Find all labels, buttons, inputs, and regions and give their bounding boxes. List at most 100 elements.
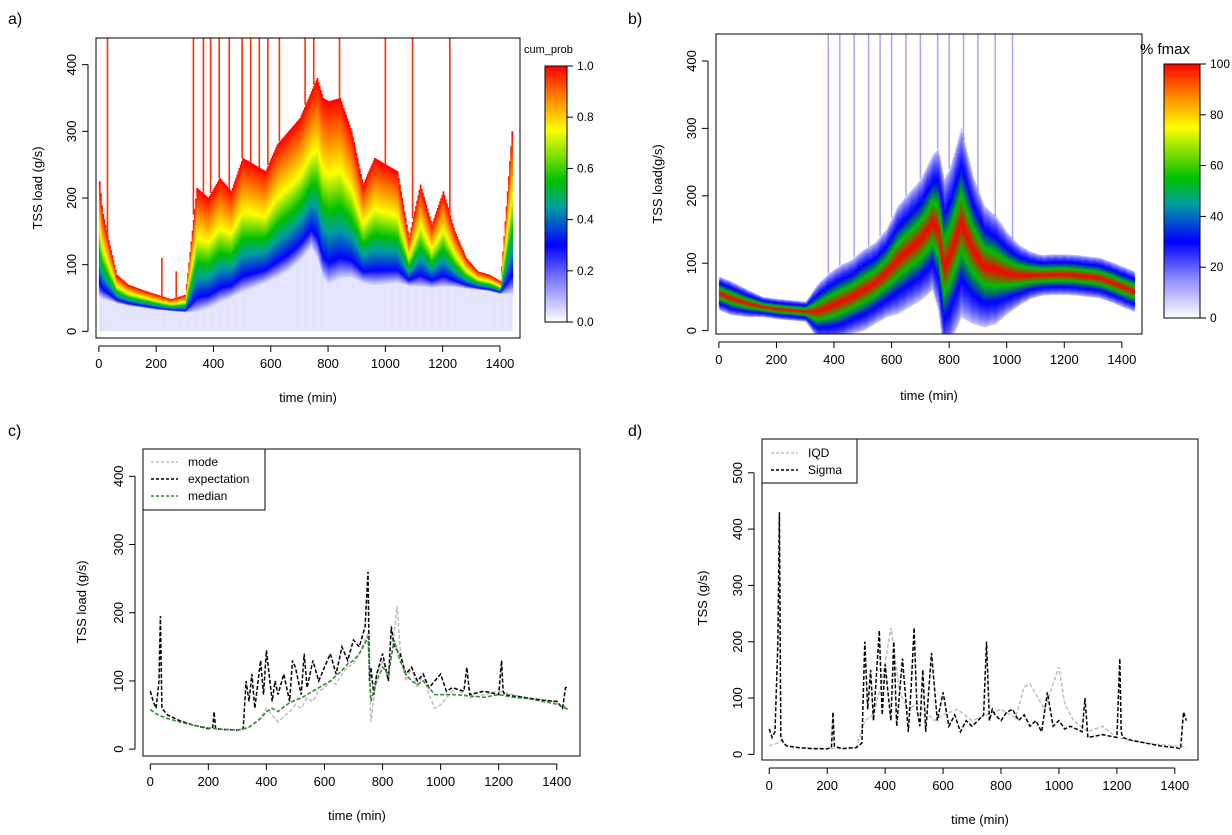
panel-a-column	[444, 199, 447, 288]
panel-b-column	[858, 253, 860, 332]
panel-a-lower-column	[274, 279, 276, 332]
panel-a-lower-column	[417, 287, 420, 332]
panel-b-column	[827, 274, 829, 334]
panel-b-column	[1096, 257, 1099, 298]
panel-b-column	[828, 273, 831, 334]
panel-a-colorbar-tick-label: 0.2	[577, 264, 594, 278]
panel-a-lower-column	[207, 308, 210, 332]
panel-a-column	[370, 166, 373, 286]
panel-a-column	[510, 146, 513, 296]
panel-b-column	[923, 171, 926, 298]
panel-a-x-tick-label: 800	[317, 356, 339, 371]
panel-b-column	[874, 242, 877, 324]
panel-a-column	[273, 152, 275, 280]
panel-b-column	[1047, 254, 1049, 296]
panel-a-column	[362, 184, 365, 284]
panel-b-column	[897, 205, 900, 314]
panel-a-column	[334, 99, 337, 282]
panel-a-lower-column	[142, 308, 145, 332]
panel-b-column	[895, 210, 897, 315]
panel-a-lower-column	[341, 279, 344, 332]
panel-b-column	[800, 301, 803, 322]
panel-a-lower-column	[129, 306, 132, 332]
panel-a-column	[137, 288, 140, 308]
panel-a-column	[358, 168, 361, 282]
panel-a-column	[490, 276, 493, 292]
panel-a-column	[135, 287, 138, 308]
panel-a-lower-column	[300, 260, 303, 332]
panel-a-column	[302, 110, 305, 258]
panel-a-lower-column	[175, 311, 178, 332]
panel-b-column	[868, 246, 871, 328]
panel-b-column	[1072, 254, 1075, 296]
panel-a-lower-column	[458, 287, 461, 332]
legend-mode-label: mode	[188, 455, 218, 469]
panel-b-column	[1013, 240, 1016, 309]
panel-a-column	[171, 299, 173, 312]
panel-a-column	[106, 235, 109, 301]
panel-a-lower-column	[360, 282, 362, 332]
panel-b-column	[1057, 254, 1060, 295]
panel-a-column	[299, 118, 302, 262]
panel-b-column	[1028, 251, 1031, 300]
panel-c-ylabel: TSS load (g/s)	[74, 560, 89, 643]
panel-a-column	[459, 244, 462, 288]
panel-a-lower-column	[255, 287, 258, 332]
panel-a-column	[345, 114, 347, 279]
panel-a-lower-column	[143, 308, 146, 332]
panel-a-lower-column	[270, 280, 273, 332]
panel-a-column	[456, 236, 459, 288]
panel-a-lower-column	[195, 312, 197, 332]
panel-a-lower-column	[491, 292, 494, 332]
panel-a-column	[234, 181, 236, 297]
panel-b-column	[1027, 250, 1030, 301]
panel-b-column	[1043, 254, 1046, 296]
panel-a-column	[148, 292, 150, 309]
panel-a-column	[109, 245, 111, 302]
panel-a-lower-column	[489, 291, 492, 332]
panel-a-column	[269, 160, 272, 282]
panel-a-lower-column	[395, 283, 398, 332]
panel-a-column	[230, 191, 233, 298]
panel-a-column	[200, 192, 203, 312]
panel-b-column	[756, 294, 759, 318]
panel-b-column	[783, 299, 786, 320]
panel-a-column	[228, 188, 231, 300]
panel-b-column	[903, 199, 905, 311]
panel-a-column	[428, 216, 431, 288]
panel-b-column	[984, 206, 987, 327]
panel-a-lower-column	[412, 286, 415, 332]
panel-d-legend: IQD Sigma	[761, 438, 858, 484]
panel-a-x-tick-label: 1200	[428, 356, 457, 371]
panel-d-y-tick-label: 100	[730, 687, 745, 709]
panel-a-column	[173, 298, 176, 312]
panel-b-column	[1074, 255, 1077, 296]
panel-a-lower-column	[354, 279, 357, 332]
panel-b-column	[746, 289, 749, 318]
panel-a-lower-column	[486, 291, 488, 332]
panel-b-column	[848, 260, 851, 334]
panel-a-column	[442, 191, 445, 288]
panel-a-column	[308, 96, 311, 251]
panel-a-column	[325, 100, 328, 282]
panel-b-column	[840, 264, 843, 334]
panel-a-column	[471, 264, 474, 290]
panel-a-colorbar-ticks: 0.0 0.2 0.4 0.6 0.8 1.0	[567, 59, 594, 329]
panel-a-column	[422, 192, 424, 288]
panel-a-column	[297, 120, 299, 264]
panel-a-x-tick-label: 1000	[371, 356, 400, 371]
panel-a-lower-column	[229, 298, 232, 332]
panel-a-column	[397, 178, 400, 284]
panel-a-lower-column	[301, 258, 304, 332]
panel-a-lower-column	[345, 278, 347, 332]
panel-b-column	[1044, 254, 1047, 296]
panel-c-x-tick-label: 800	[372, 774, 394, 789]
panel-a-lower-column	[282, 274, 284, 332]
panel-a-column	[383, 163, 385, 285]
panel-b-column	[1133, 271, 1136, 312]
panel-a-lower-column	[482, 290, 485, 332]
panel-b-colorbar-ticks: 0 20 40 60 80 100	[1200, 57, 1230, 325]
panel-a-column	[274, 150, 276, 280]
panel-b-column	[974, 181, 977, 325]
panel-d-frame	[761, 438, 1199, 761]
